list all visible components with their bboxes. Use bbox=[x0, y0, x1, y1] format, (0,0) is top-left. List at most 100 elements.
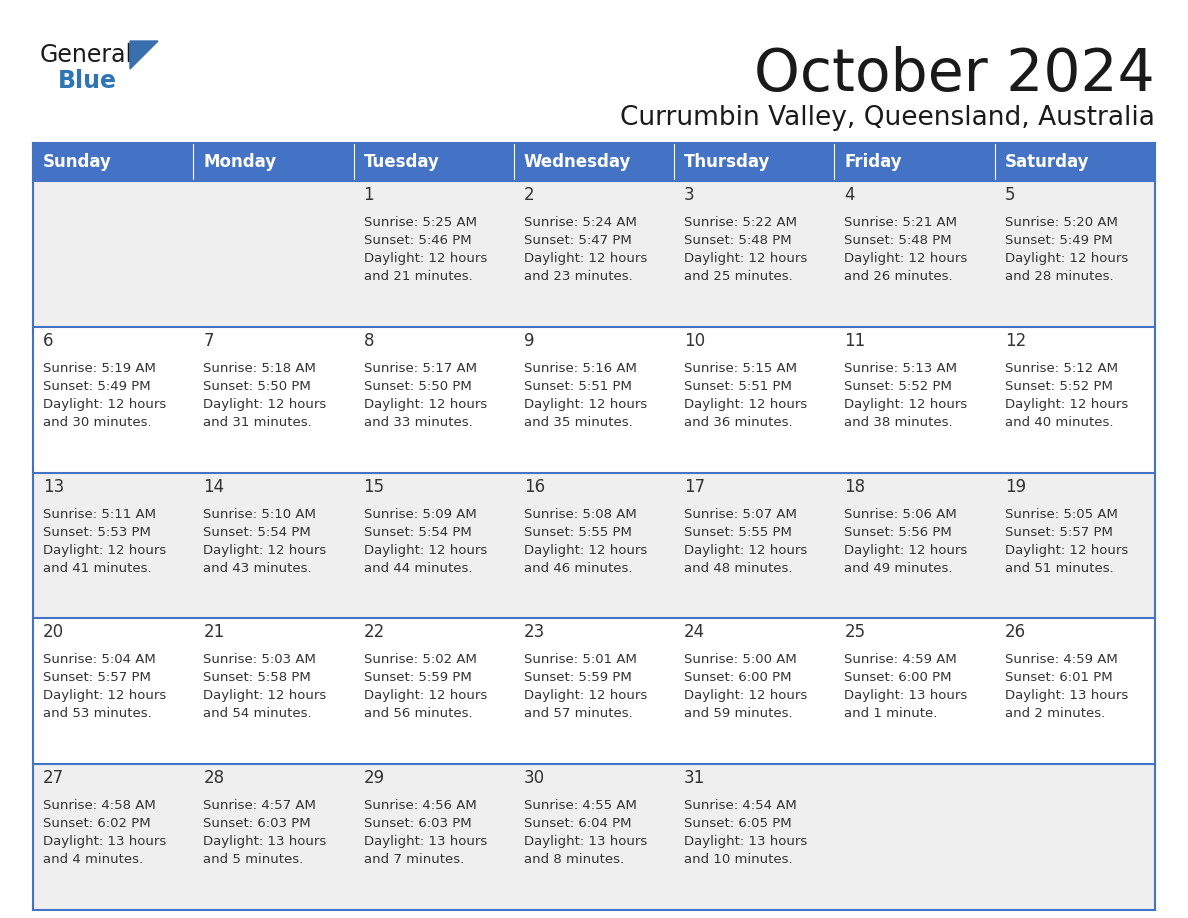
Text: Sunrise: 4:54 AM: Sunrise: 4:54 AM bbox=[684, 800, 797, 812]
Text: and 33 minutes.: and 33 minutes. bbox=[364, 416, 473, 429]
Bar bbox=[354, 764, 514, 910]
Text: Sunset: 5:53 PM: Sunset: 5:53 PM bbox=[43, 526, 151, 539]
Bar bbox=[33, 619, 194, 764]
Text: and 31 minutes.: and 31 minutes. bbox=[203, 416, 312, 429]
Text: Thursday: Thursday bbox=[684, 153, 771, 171]
Bar bbox=[354, 327, 514, 473]
Bar bbox=[354, 619, 514, 764]
Text: Sunday: Sunday bbox=[43, 153, 112, 171]
Text: Daylight: 13 hours: Daylight: 13 hours bbox=[524, 835, 647, 848]
Bar bbox=[33, 181, 194, 327]
Text: and 43 minutes.: and 43 minutes. bbox=[203, 562, 312, 575]
Text: Sunrise: 5:11 AM: Sunrise: 5:11 AM bbox=[43, 508, 156, 521]
Text: Daylight: 12 hours: Daylight: 12 hours bbox=[43, 397, 166, 410]
Bar bbox=[674, 473, 834, 619]
Text: Daylight: 12 hours: Daylight: 12 hours bbox=[524, 689, 647, 702]
Text: 10: 10 bbox=[684, 331, 706, 350]
Text: and 38 minutes.: and 38 minutes. bbox=[845, 416, 953, 429]
Text: Sunrise: 5:16 AM: Sunrise: 5:16 AM bbox=[524, 362, 637, 375]
Text: and 28 minutes.: and 28 minutes. bbox=[1005, 270, 1113, 283]
Text: 15: 15 bbox=[364, 477, 385, 496]
Text: Sunrise: 4:59 AM: Sunrise: 4:59 AM bbox=[1005, 654, 1118, 666]
Text: 21: 21 bbox=[203, 623, 225, 642]
Text: 20: 20 bbox=[43, 623, 64, 642]
Text: and 2 minutes.: and 2 minutes. bbox=[1005, 708, 1105, 721]
Text: Sunset: 6:00 PM: Sunset: 6:00 PM bbox=[684, 671, 791, 685]
Text: and 41 minutes.: and 41 minutes. bbox=[43, 562, 152, 575]
Text: Daylight: 12 hours: Daylight: 12 hours bbox=[684, 689, 808, 702]
Text: Sunrise: 5:13 AM: Sunrise: 5:13 AM bbox=[845, 362, 958, 375]
Text: Sunrise: 5:21 AM: Sunrise: 5:21 AM bbox=[845, 216, 958, 229]
Text: 30: 30 bbox=[524, 769, 545, 788]
Text: Daylight: 12 hours: Daylight: 12 hours bbox=[845, 397, 968, 410]
Bar bbox=[194, 143, 354, 181]
Text: Sunset: 6:02 PM: Sunset: 6:02 PM bbox=[43, 817, 151, 830]
Text: and 53 minutes.: and 53 minutes. bbox=[43, 708, 152, 721]
Text: Sunset: 5:58 PM: Sunset: 5:58 PM bbox=[203, 671, 311, 685]
Text: Sunrise: 5:12 AM: Sunrise: 5:12 AM bbox=[1005, 362, 1118, 375]
Bar bbox=[194, 619, 354, 764]
Text: Sunset: 5:47 PM: Sunset: 5:47 PM bbox=[524, 234, 632, 247]
Bar bbox=[194, 764, 354, 910]
Text: Sunset: 5:51 PM: Sunset: 5:51 PM bbox=[684, 380, 792, 393]
Text: 2: 2 bbox=[524, 186, 535, 204]
Text: 8: 8 bbox=[364, 331, 374, 350]
Bar bbox=[674, 764, 834, 910]
Bar bbox=[834, 327, 994, 473]
Bar bbox=[194, 181, 354, 327]
Bar bbox=[514, 619, 674, 764]
Text: 16: 16 bbox=[524, 477, 545, 496]
Text: Tuesday: Tuesday bbox=[364, 153, 440, 171]
Text: and 54 minutes.: and 54 minutes. bbox=[203, 708, 312, 721]
Text: 24: 24 bbox=[684, 623, 706, 642]
Text: Sunset: 6:00 PM: Sunset: 6:00 PM bbox=[845, 671, 952, 685]
Text: Sunrise: 5:20 AM: Sunrise: 5:20 AM bbox=[1005, 216, 1118, 229]
Text: and 23 minutes.: and 23 minutes. bbox=[524, 270, 632, 283]
Text: and 5 minutes.: and 5 minutes. bbox=[203, 853, 304, 867]
Bar bbox=[194, 473, 354, 619]
Bar bbox=[674, 181, 834, 327]
Text: 14: 14 bbox=[203, 477, 225, 496]
Text: and 56 minutes.: and 56 minutes. bbox=[364, 708, 472, 721]
Text: 12: 12 bbox=[1005, 331, 1026, 350]
Text: 17: 17 bbox=[684, 477, 706, 496]
Bar bbox=[514, 764, 674, 910]
Text: Blue: Blue bbox=[58, 69, 116, 93]
Text: October 2024: October 2024 bbox=[754, 47, 1155, 104]
Text: Sunset: 5:59 PM: Sunset: 5:59 PM bbox=[524, 671, 632, 685]
Text: 6: 6 bbox=[43, 331, 53, 350]
Text: Daylight: 12 hours: Daylight: 12 hours bbox=[203, 689, 327, 702]
Bar bbox=[354, 143, 514, 181]
Text: and 25 minutes.: and 25 minutes. bbox=[684, 270, 792, 283]
Text: Sunrise: 5:17 AM: Sunrise: 5:17 AM bbox=[364, 362, 476, 375]
Text: and 40 minutes.: and 40 minutes. bbox=[1005, 416, 1113, 429]
Text: Sunset: 5:59 PM: Sunset: 5:59 PM bbox=[364, 671, 472, 685]
Text: Daylight: 12 hours: Daylight: 12 hours bbox=[364, 543, 487, 556]
Bar bbox=[834, 181, 994, 327]
Text: Daylight: 12 hours: Daylight: 12 hours bbox=[1005, 397, 1127, 410]
Text: Sunset: 5:54 PM: Sunset: 5:54 PM bbox=[203, 526, 311, 539]
Text: Daylight: 13 hours: Daylight: 13 hours bbox=[845, 689, 968, 702]
Bar bbox=[354, 181, 514, 327]
Text: Sunrise: 5:18 AM: Sunrise: 5:18 AM bbox=[203, 362, 316, 375]
Text: Sunset: 6:05 PM: Sunset: 6:05 PM bbox=[684, 817, 791, 830]
Text: Sunset: 5:55 PM: Sunset: 5:55 PM bbox=[684, 526, 792, 539]
Text: Sunrise: 5:08 AM: Sunrise: 5:08 AM bbox=[524, 508, 637, 521]
Text: Daylight: 13 hours: Daylight: 13 hours bbox=[43, 835, 166, 848]
Text: Sunset: 5:49 PM: Sunset: 5:49 PM bbox=[1005, 234, 1112, 247]
Text: 22: 22 bbox=[364, 623, 385, 642]
Text: Daylight: 12 hours: Daylight: 12 hours bbox=[684, 397, 808, 410]
Text: Daylight: 12 hours: Daylight: 12 hours bbox=[524, 543, 647, 556]
Text: Sunset: 5:54 PM: Sunset: 5:54 PM bbox=[364, 526, 472, 539]
Bar bbox=[33, 143, 194, 181]
Text: Sunset: 5:52 PM: Sunset: 5:52 PM bbox=[845, 380, 953, 393]
Bar bbox=[33, 764, 194, 910]
Text: and 4 minutes.: and 4 minutes. bbox=[43, 853, 143, 867]
Bar bbox=[674, 619, 834, 764]
Text: Friday: Friday bbox=[845, 153, 902, 171]
Text: Sunrise: 5:07 AM: Sunrise: 5:07 AM bbox=[684, 508, 797, 521]
Text: 18: 18 bbox=[845, 477, 866, 496]
Text: Daylight: 12 hours: Daylight: 12 hours bbox=[203, 543, 327, 556]
Bar bbox=[994, 619, 1155, 764]
Text: and 30 minutes.: and 30 minutes. bbox=[43, 416, 152, 429]
